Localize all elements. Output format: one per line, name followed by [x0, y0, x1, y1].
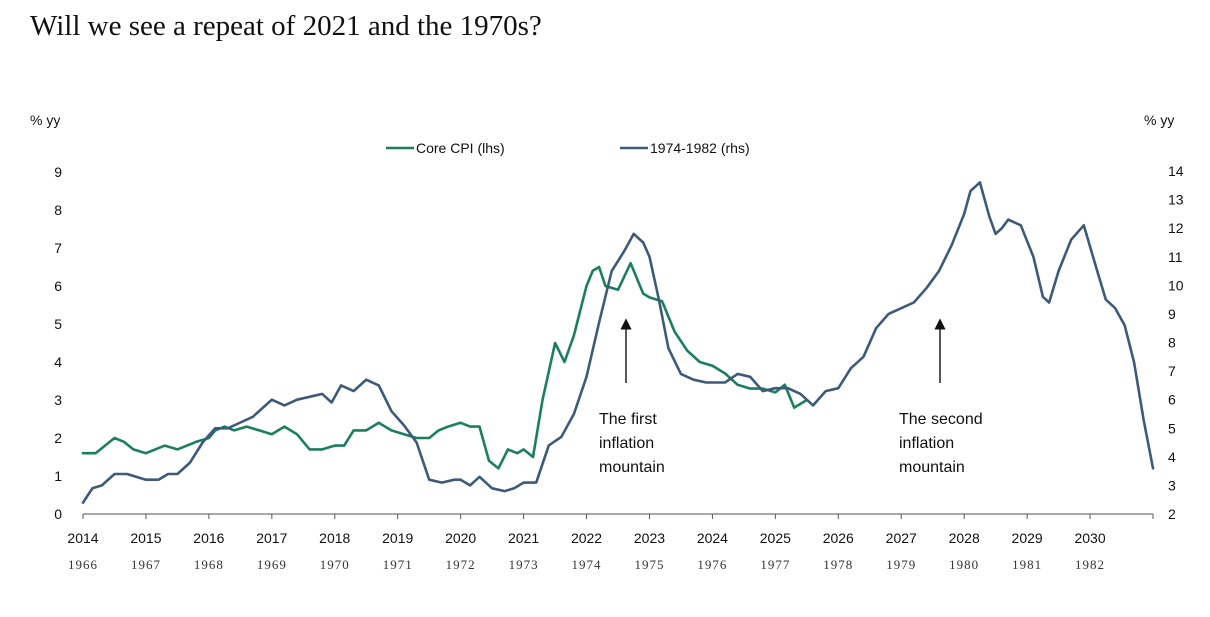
x-tick-label: 2015	[130, 530, 161, 546]
chart-annotations: The first inflation mountain The second infl…	[599, 318, 983, 476]
left-axis-tick-label: 8	[54, 202, 62, 218]
series-line-1	[81, 261, 809, 470]
x-tick-label: 2021	[508, 530, 539, 546]
x-secondary-tick-label: 1974	[572, 557, 602, 572]
x-secondary-tick-label: 1975	[634, 557, 664, 572]
x-tick-label: 2026	[823, 530, 854, 546]
left-axis-tick-label: 7	[54, 240, 62, 256]
x-secondary-tick-label: 1967	[131, 557, 161, 572]
right-axis-tick-label: 8	[1168, 335, 1176, 351]
series-line-2	[81, 181, 1155, 504]
left-axis-tick-label: 9	[54, 164, 62, 180]
x-tick-label: 2019	[382, 530, 413, 546]
x-secondary-tick-label: 1976	[697, 557, 727, 572]
right-axis-tick-label: 3	[1168, 477, 1176, 493]
right-axis-tick-label: 14	[1168, 163, 1184, 179]
chart-axes: 2014 2015 2016 2017 2018 2019 2020 2021 2022 2023…	[30, 112, 1184, 572]
right-axis-tick-label: 9	[1168, 306, 1176, 322]
left-axis-label: % yy	[30, 112, 60, 128]
legend-label-2: 1974-1982 (rhs)	[650, 140, 750, 156]
x-secondary-tick-label: 1968	[194, 557, 224, 572]
x-secondary-tick-label: 1977	[760, 557, 790, 572]
x-secondary-tick-label: 1970	[320, 557, 350, 572]
left-axis-tick-label: 3	[54, 392, 62, 408]
x-tick-label: 2027	[886, 530, 917, 546]
x-tick-label: 2030	[1074, 530, 1105, 546]
left-axis-tick-label: 6	[54, 278, 62, 294]
right-axis-tick-label: 4	[1168, 449, 1176, 465]
x-tick-label: 2017	[256, 530, 287, 546]
x-tick-label: 2014	[67, 530, 98, 546]
legend-label-1: Core CPI (lhs)	[416, 140, 505, 156]
x-secondary-tick-label: 1971	[383, 557, 413, 572]
x-secondary-tick-label: 1978	[823, 557, 853, 572]
x-secondary-tick-label: 1979	[886, 557, 916, 572]
annotation-text-1: inflation	[599, 435, 654, 452]
annotation-text-2: mountain	[899, 459, 965, 476]
x-tick-label: 2029	[1012, 530, 1043, 546]
right-axis-tick-label: 10	[1168, 277, 1184, 293]
x-secondary-tick-label: 1981	[1012, 557, 1042, 572]
right-axis-tick-label: 7	[1168, 363, 1176, 379]
x-secondary-tick-label: 1966	[68, 557, 98, 572]
x-tick-label: 2020	[445, 530, 476, 546]
right-axis-tick-label: 5	[1168, 420, 1176, 436]
x-tick-label: 2025	[760, 530, 791, 546]
x-tick-label: 2016	[193, 530, 224, 546]
x-secondary-tick-label: 1980	[949, 557, 979, 572]
x-secondary-tick-label: 1973	[509, 557, 539, 572]
left-axis-tick-label: 1	[54, 468, 62, 484]
right-axis-tick-label: 13	[1168, 192, 1184, 208]
left-axis-tick-label: 0	[54, 506, 62, 522]
x-secondary-tick-label: 1982	[1075, 557, 1105, 572]
x-tick-label: 2023	[634, 530, 665, 546]
page-title: Will we see a repeat of 2021 and the 197…	[30, 10, 542, 42]
right-axis-tick-label: 6	[1168, 392, 1176, 408]
annotation-text-2: The second	[899, 411, 983, 428]
x-tick-label: 2022	[571, 530, 602, 546]
right-axis-tick-label: 11	[1168, 249, 1183, 265]
chart-legend: Core CPI (lhs) 1974-1982 (rhs)	[386, 140, 750, 156]
left-axis-tick-label: 5	[54, 316, 62, 332]
right-axis-label: % yy	[1144, 112, 1174, 128]
left-axis-tick-label: 2	[54, 430, 62, 446]
x-tick-label: 2028	[949, 530, 980, 546]
chart-series	[81, 181, 1155, 504]
x-secondary-tick-label: 1972	[446, 557, 476, 572]
annotation-text-2: inflation	[899, 435, 954, 452]
x-tick-label: 2024	[697, 530, 728, 546]
annotation-text-1: mountain	[599, 459, 665, 476]
x-tick-label: 2018	[319, 530, 350, 546]
x-secondary-tick-label: 1969	[257, 557, 287, 572]
left-axis-tick-label: 4	[54, 354, 62, 370]
right-axis-tick-label: 2	[1168, 506, 1176, 522]
annotation-text-1: The first	[599, 411, 657, 428]
right-axis-tick-label: 12	[1168, 220, 1184, 236]
